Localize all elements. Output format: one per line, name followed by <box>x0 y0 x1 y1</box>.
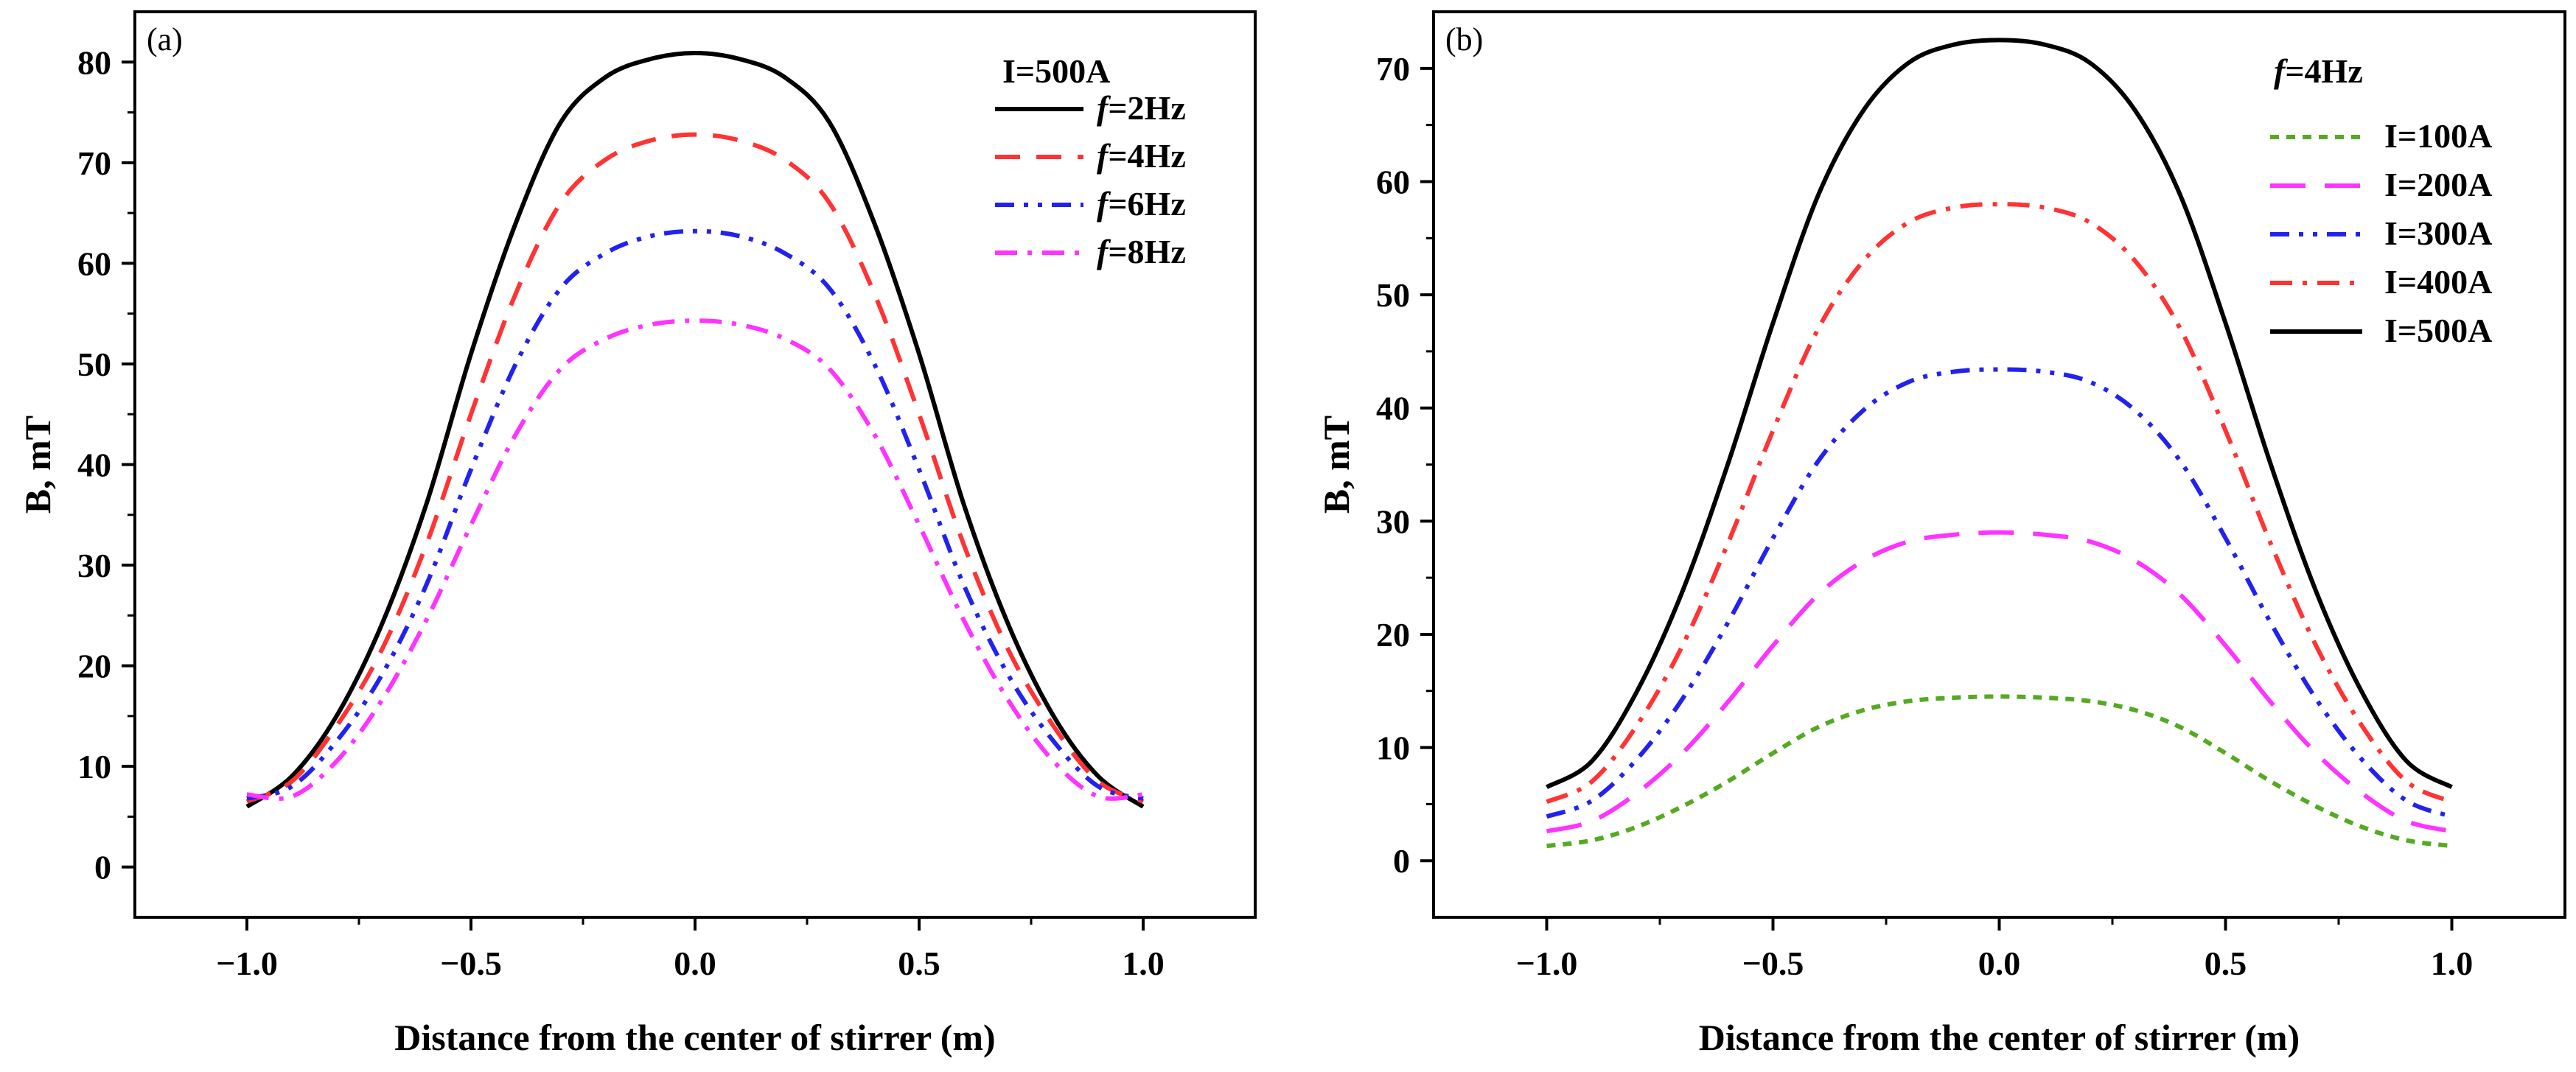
series-line-b-1 <box>1546 530 2453 834</box>
panel-label: (b) <box>1445 21 1483 57</box>
chart-panel-a: −1.0 −0.5 0.0 0.5 1.0 0 10 20 30 40 50 60 70 80 Distan… <box>17 10 1257 1058</box>
y-tick-label: 50 <box>77 346 111 383</box>
legend-title-prefix: f <box>2274 52 2289 90</box>
series-line-a-3 <box>246 318 1144 801</box>
legend-entry-suffix: =2Hz <box>1108 89 1185 127</box>
x-tick-label: 0.0 <box>674 945 716 982</box>
y-tick-label: 30 <box>1376 502 1410 540</box>
legend-entry: f=8Hz <box>1097 233 1186 270</box>
series-line-a-1 <box>245 132 1145 804</box>
x-tick-label: −0.5 <box>440 945 502 982</box>
y-tick-label: 40 <box>77 446 111 484</box>
y-tick-label: 40 <box>1376 390 1410 427</box>
plot-frame <box>133 10 1257 919</box>
y-tick-label: 60 <box>77 245 111 282</box>
legend-entry-suffix: =4Hz <box>1108 137 1185 175</box>
y-tick-label: 70 <box>77 144 111 182</box>
legend-entry: I=200A <box>2384 166 2492 203</box>
legend-entry-prefix: f <box>1097 89 1111 127</box>
x-tick-label: −0.5 <box>1742 945 1804 982</box>
series-line-b-3 <box>1546 202 2453 805</box>
y-tick-label: 20 <box>77 648 111 685</box>
x-tick-label: 0.5 <box>2205 945 2247 982</box>
legend-title: I=500A <box>1002 52 1110 90</box>
legend-entry: I=400A <box>2384 263 2492 301</box>
x-tick-label: 1.0 <box>1122 945 1165 982</box>
chart-panel-b: −1.0 −0.5 0.0 0.5 1.0 0 10 20 30 40 50 60 70 Distance… <box>1316 10 2566 1058</box>
series-line-b-4 <box>1546 38 2453 790</box>
legend-entry: f=6Hz <box>1097 185 1186 223</box>
legend-entry-prefix: f <box>1097 185 1111 223</box>
legend-entry: I=300A <box>2384 214 2492 252</box>
legend-entry-suffix: =8Hz <box>1108 233 1185 270</box>
legend-entry-suffix: =6Hz <box>1108 185 1185 223</box>
y-tick-label: 0 <box>1393 842 1410 880</box>
panel-label: (a) <box>147 21 183 57</box>
y-tick-label: 20 <box>1376 616 1410 654</box>
y-axis-title: B, mT <box>17 416 58 514</box>
legend: f=4Hz I=100A I=200A I=300A I=400A I=500A <box>2270 52 2492 349</box>
y-axis-title: B, mT <box>1316 416 1357 514</box>
legend-title-suffix: =4Hz <box>2285 52 2362 90</box>
x-tick-label: −1.0 <box>216 945 278 982</box>
x-tick-label: −1.0 <box>1516 945 1578 982</box>
x-tick-label: 0.0 <box>1978 945 2021 982</box>
y-tick-label: 50 <box>1376 276 1410 314</box>
legend-entry: I=500A <box>2384 312 2492 349</box>
y-tick-label: 70 <box>1376 50 1410 88</box>
series-line-b-0 <box>1546 694 2452 849</box>
legend-entry: f=2Hz <box>1097 89 1186 127</box>
series-line-a-2 <box>246 228 1144 801</box>
x-axis-title: Distance from the center of stirrer (m) <box>394 1017 995 1058</box>
x-tick-label: 1.0 <box>2431 945 2474 982</box>
y-tick-label: 30 <box>77 547 111 584</box>
x-tick-label: 0.5 <box>898 945 940 982</box>
series-line-b-2 <box>1546 367 2453 819</box>
x-axis-title: Distance from the center of stirrer (m) <box>1699 1017 2300 1058</box>
y-tick-label: 10 <box>1376 729 1410 767</box>
legend-entry-prefix: f <box>1097 233 1111 270</box>
series-line-a-0 <box>245 50 1145 809</box>
y-tick-label: 10 <box>77 748 111 785</box>
y-tick-label: 0 <box>94 849 111 886</box>
y-tick-label: 60 <box>1376 163 1410 200</box>
legend-title: f=4Hz <box>2274 52 2363 90</box>
y-tick-label: 80 <box>77 43 111 81</box>
legend-entry-prefix: f <box>1097 137 1111 175</box>
legend-entry: f=4Hz <box>1097 137 1186 175</box>
legend-entry: I=100A <box>2384 117 2492 155</box>
